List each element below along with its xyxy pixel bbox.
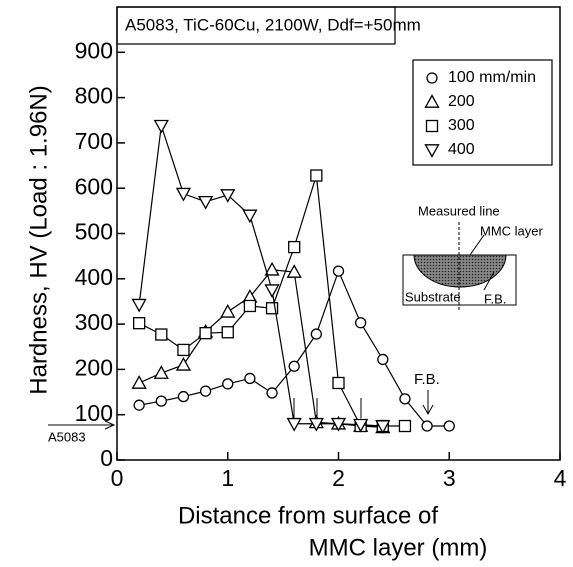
- y-tick-label: 700: [75, 128, 113, 154]
- marker: [155, 328, 168, 341]
- marker: [332, 265, 345, 277]
- marker: [222, 378, 234, 390]
- marker: [424, 144, 440, 158]
- marker: [443, 420, 455, 432]
- marker: [399, 393, 411, 405]
- marker: [332, 376, 345, 390]
- inset-label: Measured line: [418, 203, 500, 218]
- x-tick-label: 4: [554, 465, 567, 491]
- y-tick-label: 800: [75, 83, 113, 109]
- marker: [353, 418, 369, 433]
- marker: [354, 317, 367, 329]
- legend-label: 200: [448, 93, 475, 110]
- marker: [155, 395, 167, 407]
- marker: [421, 420, 433, 432]
- inset-label: F.B.: [484, 291, 506, 306]
- y-tick-label: 400: [75, 264, 113, 290]
- marker: [244, 372, 256, 385]
- chart-title: A5083, TiC-60Cu, 2100W, Ddf=+50mm: [125, 15, 421, 34]
- inset-label: MMC layer: [480, 223, 544, 238]
- marker: [288, 240, 301, 254]
- y-tick-label: 0: [100, 445, 113, 471]
- inset-layer: [413, 254, 507, 288]
- marker: [264, 284, 280, 298]
- marker: [220, 304, 236, 318]
- marker: [242, 209, 258, 224]
- marker: [197, 195, 214, 210]
- y-tick-label: 100: [75, 400, 113, 426]
- marker: [177, 390, 190, 403]
- y-tick-label: 300: [75, 309, 113, 335]
- title-box: [116, 6, 396, 45]
- legend-label: 300: [448, 117, 475, 134]
- marker: [425, 119, 439, 133]
- x-tick-label: 2: [332, 465, 345, 491]
- marker: [175, 187, 192, 202]
- marker: [133, 399, 145, 411]
- y-tick-label: 200: [75, 354, 113, 380]
- legend-label: 100 mm/min: [448, 69, 536, 86]
- marker: [377, 353, 389, 366]
- annotation-arrow: [48, 420, 116, 430]
- annotation: F.B.: [414, 371, 440, 388]
- marker: [131, 375, 147, 389]
- annotation-arrow: [293, 398, 362, 418]
- y-tick-label: 600: [75, 173, 113, 199]
- annotation: A5083: [48, 429, 86, 444]
- marker: [175, 357, 192, 371]
- y-tick-label: 500: [75, 219, 113, 245]
- marker: [177, 343, 190, 357]
- marker: [132, 317, 146, 330]
- marker: [308, 417, 324, 432]
- y-tick-label: 900: [75, 37, 113, 63]
- marker: [310, 328, 323, 340]
- marker: [265, 302, 279, 315]
- x-axis-label: MMC layer (mm): [309, 534, 488, 561]
- legend-label: 400: [448, 141, 475, 158]
- inset: Measured line MMC layer Substrate F.B.: [402, 203, 544, 312]
- series-line: [138, 269, 383, 428]
- x-tick-label: 1: [221, 465, 234, 491]
- marker: [288, 360, 300, 372]
- marker: [199, 385, 212, 397]
- marker: [286, 417, 302, 432]
- x-tick-label: 0: [111, 465, 124, 491]
- marker: [153, 119, 169, 134]
- marker: [310, 169, 323, 182]
- x-axis-label: Distance from surface of: [178, 502, 438, 529]
- marker: [264, 261, 280, 276]
- marker: [330, 417, 347, 432]
- marker: [221, 326, 234, 339]
- marker: [398, 419, 412, 433]
- marker: [266, 387, 278, 399]
- x-tick-label: 3: [443, 465, 456, 491]
- marker: [131, 298, 147, 313]
- marker: [286, 264, 302, 278]
- y-axis-label: Hardness, HV (Load : 1.96N): [25, 85, 52, 394]
- marker: [220, 189, 236, 203]
- marker: [375, 420, 391, 434]
- marker: [153, 365, 169, 379]
- series-line: [138, 125, 383, 427]
- inset-label: Substrate: [405, 289, 461, 304]
- inset-arrow: [469, 234, 485, 256]
- inset-arrow: [483, 271, 495, 291]
- marker: [424, 94, 440, 108]
- marker: [243, 299, 257, 313]
- marker: [426, 72, 438, 84]
- annotation-arrow: [422, 390, 434, 416]
- marker: [199, 327, 212, 340]
